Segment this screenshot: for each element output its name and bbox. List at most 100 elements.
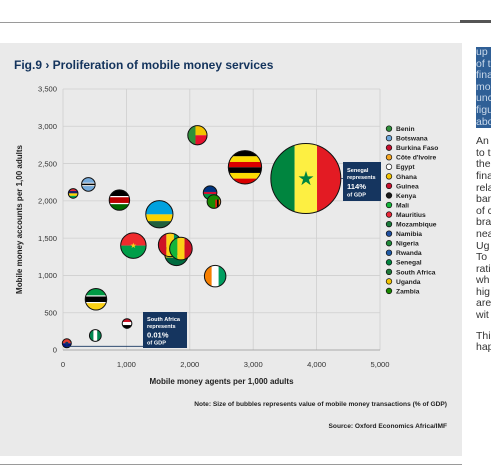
legend-marker bbox=[385, 278, 393, 285]
bubble-senegal: ★ bbox=[270, 143, 341, 214]
bubble-fill-band bbox=[228, 172, 262, 179]
legend-label: Botswana bbox=[396, 136, 428, 143]
y-axis-label: Mobile money accounts per 1,00 adults bbox=[15, 144, 24, 293]
legend-marker bbox=[385, 220, 393, 228]
side-text-line: bra bbox=[476, 216, 491, 229]
bubble-fill-band bbox=[203, 185, 217, 192]
bubble-fill-band bbox=[97, 329, 102, 342]
top-rule bbox=[0, 22, 491, 23]
bubble-outline bbox=[121, 318, 133, 329]
bubble-fill-band bbox=[218, 199, 221, 209]
bubble-egypt bbox=[122, 318, 132, 329]
bubble-fill-band bbox=[81, 185, 96, 187]
bubble-fill-band bbox=[62, 338, 72, 344]
south-africa-dot bbox=[65, 341, 69, 345]
legend-marker bbox=[385, 192, 393, 199]
legend-label: Nigeria bbox=[396, 241, 419, 248]
bubble-fill-band bbox=[164, 257, 189, 266]
legend-marker bbox=[385, 163, 393, 170]
bubble-chart: 0 500 1,000 1,500 2,000 2,500 3,000 3,500 0 1,000… bbox=[15, 85, 438, 386]
bubble-fill-band bbox=[317, 143, 341, 214]
side-text-line: rati bbox=[476, 262, 491, 275]
legend-marker bbox=[385, 182, 393, 190]
bubble-fill-band bbox=[109, 197, 130, 203]
x-tick-label: 5,000 bbox=[370, 360, 389, 369]
legend-label: Zambia bbox=[396, 288, 420, 295]
bubble-fill-band bbox=[294, 143, 318, 214]
bubble-fill-band bbox=[122, 325, 132, 329]
senegal-star-icon: ★ bbox=[297, 169, 314, 190]
x-tick-label: 2,000 bbox=[180, 360, 199, 369]
bubble-outline bbox=[145, 200, 174, 229]
legend-label: Kenya bbox=[396, 193, 416, 200]
legend-label: Mozambique bbox=[396, 222, 437, 229]
bubble-fill-band bbox=[85, 295, 107, 297]
side-text-line: wh bbox=[476, 274, 490, 287]
bubble-fill-band bbox=[120, 245, 147, 259]
legend-marker bbox=[385, 173, 393, 180]
bubble-fill-band bbox=[89, 329, 94, 342]
legend-marker bbox=[385, 268, 393, 276]
bubble-outline bbox=[108, 189, 131, 211]
side-text-line: fina bbox=[476, 169, 491, 182]
callout-text: South Africa bbox=[147, 317, 181, 323]
side-text-line: Thi bbox=[476, 329, 491, 342]
bubble-zambia bbox=[207, 194, 221, 209]
callout-text: represents bbox=[147, 324, 176, 330]
bubble-outline bbox=[88, 329, 102, 342]
legend-marker bbox=[385, 154, 393, 161]
bubble-fill-band bbox=[120, 232, 147, 246]
figure-note: Note: Size of bubbles represents value o… bbox=[194, 401, 447, 408]
side-text-line: Ug bbox=[476, 239, 490, 252]
bubble-outline bbox=[187, 125, 208, 146]
bubble-rwanda bbox=[145, 200, 173, 228]
legend-label: Ghana bbox=[396, 174, 417, 181]
bubble-fill-band bbox=[145, 214, 173, 222]
side-text-line: to t bbox=[476, 146, 491, 159]
bubble-mozambique bbox=[85, 288, 107, 311]
side-text-line: figu bbox=[476, 103, 491, 117]
y-tick-label: 3,000 bbox=[38, 122, 57, 131]
callout-text: Senegal bbox=[347, 168, 369, 174]
side-text-line: ban bbox=[476, 193, 491, 206]
side-text-line: are bbox=[476, 297, 491, 310]
legend-marker bbox=[385, 249, 393, 256]
x-tick-label: 1,000 bbox=[117, 360, 136, 369]
bubble-fill-band bbox=[177, 237, 185, 260]
bubble-fill-band bbox=[195, 125, 208, 136]
figure-title: Fig.9 › Proliferation of mobile money se… bbox=[14, 58, 274, 72]
x-tick-label: 4,000 bbox=[307, 360, 326, 369]
bubble-fill-band bbox=[68, 190, 78, 194]
bubble-fill-band bbox=[68, 193, 78, 196]
figure-panel bbox=[0, 43, 462, 456]
y-tick-label: 3,500 bbox=[38, 85, 57, 94]
figure-source: Source: Oxford Economics Africa/IMF bbox=[328, 423, 447, 430]
callout-value: 0.01% bbox=[147, 331, 169, 340]
legend-marker bbox=[385, 211, 393, 218]
y-tick-label: 500 bbox=[44, 308, 57, 317]
legend-label: Uganda bbox=[396, 279, 421, 286]
bubble-fill-band bbox=[218, 265, 226, 287]
legend-label: Namibia bbox=[396, 231, 422, 238]
bubble-fill-band bbox=[68, 195, 78, 199]
legend-marker bbox=[385, 144, 393, 151]
y-tick-label: 1,000 bbox=[38, 271, 57, 280]
bubble-uganda bbox=[228, 150, 262, 184]
bubble-fill-band bbox=[122, 318, 132, 322]
legend-label: Côte d'Ivoire bbox=[396, 155, 437, 162]
bubble-fill-band bbox=[85, 303, 107, 311]
x-tick-label: 0 bbox=[61, 360, 65, 369]
bubble-mali bbox=[169, 237, 193, 260]
bubble-outline bbox=[84, 288, 108, 311]
bubble-outline bbox=[61, 338, 72, 349]
callout-leader bbox=[66, 343, 143, 347]
bubble-fill-band bbox=[228, 161, 262, 168]
legend-marker bbox=[385, 201, 393, 209]
y-tick-label: 0 bbox=[53, 346, 57, 355]
bubble-fill-band bbox=[145, 221, 173, 228]
bubble-fill-band bbox=[85, 302, 107, 304]
bubble-fill-band bbox=[122, 321, 132, 326]
legend-marker bbox=[385, 230, 393, 237]
legend-label: South Africa bbox=[396, 269, 436, 276]
